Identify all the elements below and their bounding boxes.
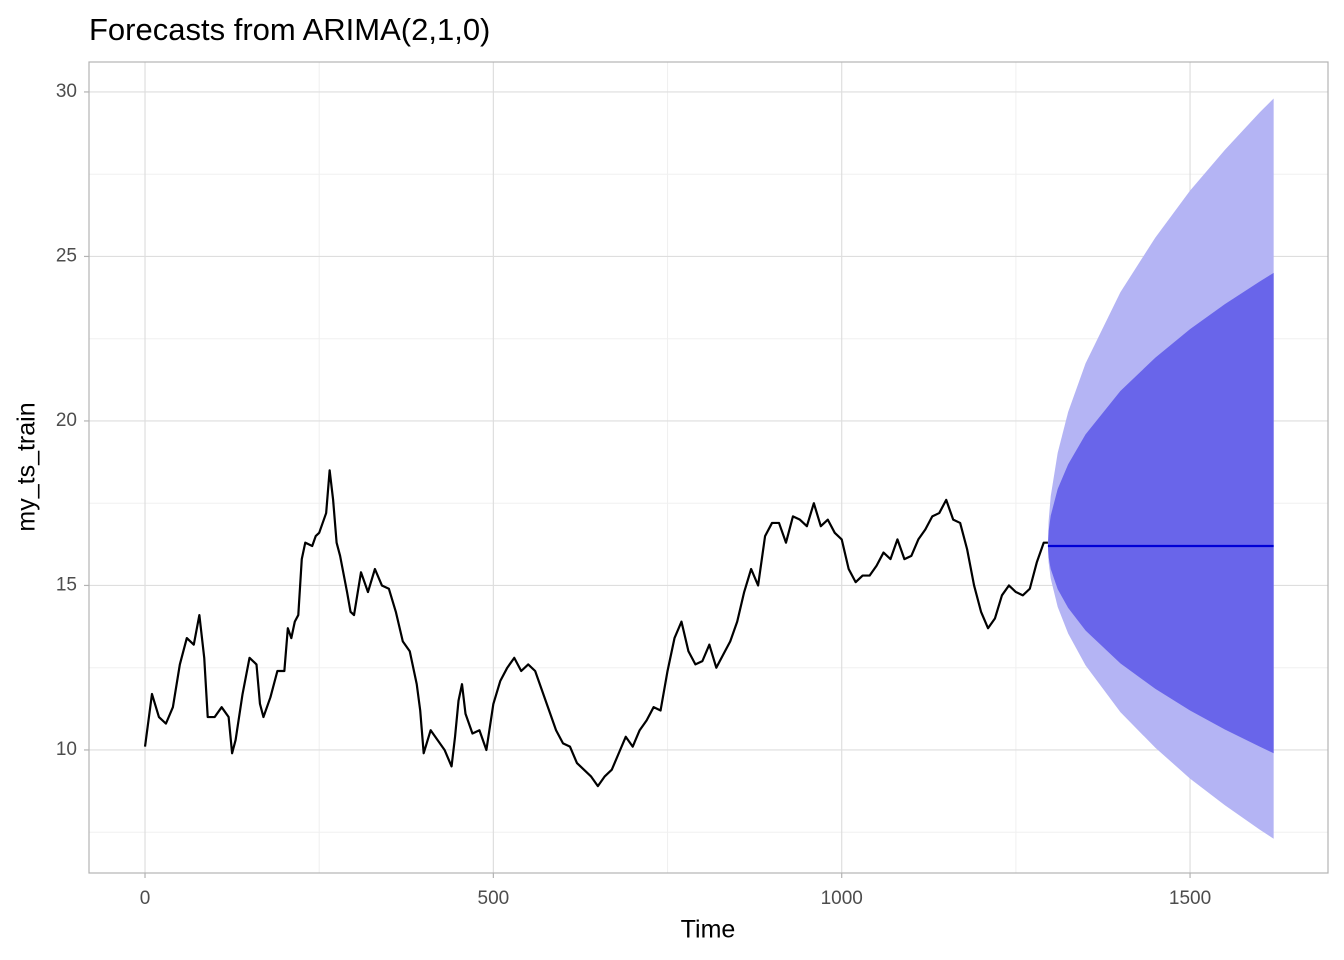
x-tick-label: 1000 [821,888,863,909]
series-line [143,469,1048,788]
panel-border [88,61,1329,874]
y-tick-label: 30 [56,81,77,102]
x-tick-label: 1500 [1169,888,1211,909]
prediction-band [1047,272,1274,754]
x-tick-label: 0 [140,888,151,909]
x-axis-title: Time [681,916,736,944]
x-tick-label: 500 [478,888,510,909]
chart-title: Forecasts from ARIMA(2,1,0) [89,12,490,47]
y-tick-label: 10 [56,739,77,760]
y-axis-title: my_ts_train [13,402,41,531]
y-tick-label: 25 [56,245,77,266]
y-tick-label: 15 [56,574,77,595]
y-tick-label: 20 [56,410,77,431]
